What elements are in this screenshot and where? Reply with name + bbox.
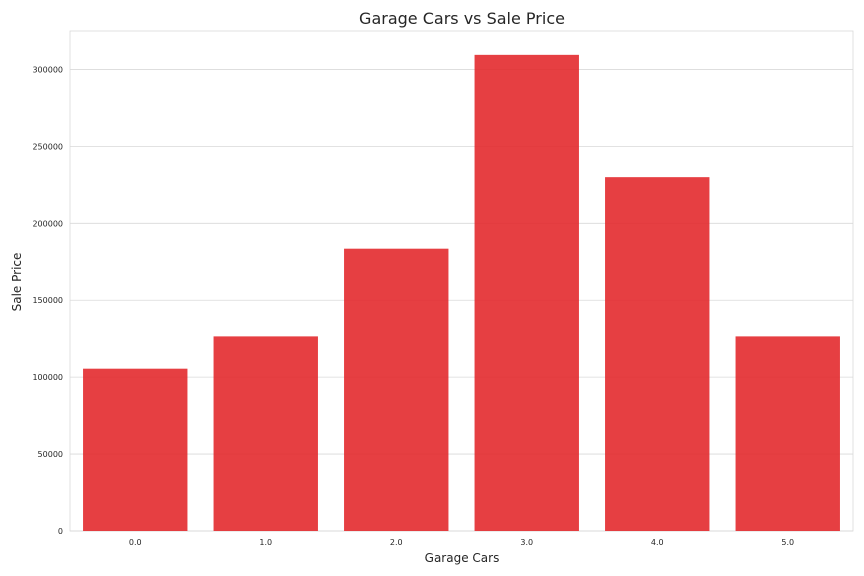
y-tick-label: 0 [58, 527, 63, 536]
x-tick-label: 1.0 [259, 538, 272, 547]
bars [83, 54, 840, 531]
chart-title: Garage Cars vs Sale Price [359, 9, 565, 28]
x-tick-label: 2.0 [390, 538, 403, 547]
x-tick-label: 5.0 [781, 538, 794, 547]
bar-1.0 [213, 336, 318, 531]
bar-4.0 [605, 177, 710, 531]
x-tick-label: 0.0 [129, 538, 142, 547]
y-tick-label: 100000 [32, 373, 63, 382]
plot-area-frame [69, 30, 854, 532]
bar-3.0 [474, 54, 579, 531]
x-tick-label: 3.0 [520, 538, 533, 547]
y-tick-label: 150000 [32, 296, 63, 305]
bar-5.0 [735, 336, 840, 531]
x-tick-labels: 0.0 1.0 2.0 3.0 4.0 5.0 [129, 538, 794, 547]
x-axis-label: Garage Cars [425, 551, 500, 565]
x-tick-label: 4.0 [651, 538, 664, 547]
y-tick-label: 50000 [38, 450, 63, 459]
bar-0.0 [83, 368, 188, 531]
y-tick-label: 200000 [32, 219, 63, 228]
y-axis-label: Sale Price [10, 253, 24, 312]
y-tick-label: 250000 [32, 142, 63, 151]
y-tick-label: 300000 [32, 65, 63, 74]
y-tick-labels: 0 50000 100000 150000 200000 250000 300000 [32, 65, 63, 536]
gridlines [70, 69, 853, 532]
bar-2.0 [344, 248, 449, 531]
